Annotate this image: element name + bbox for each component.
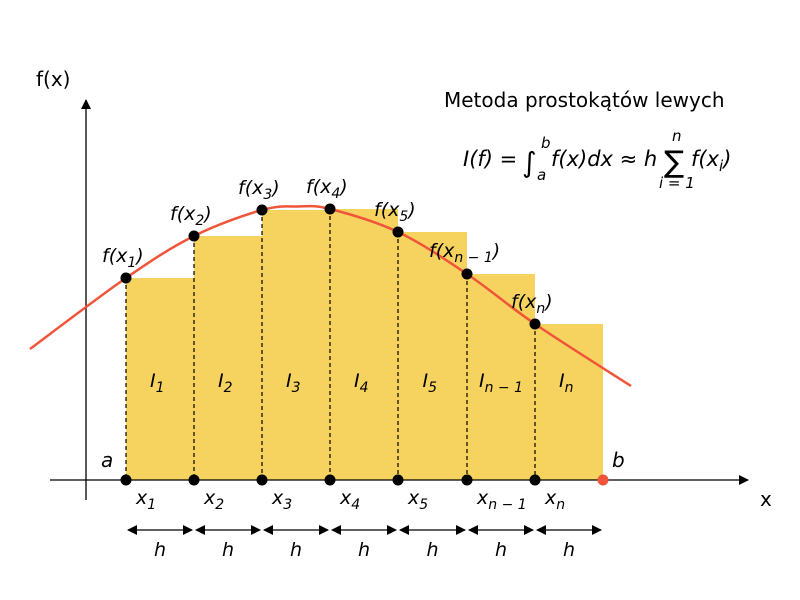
- x-node-label: x4: [339, 487, 360, 513]
- step-label: h: [427, 539, 439, 561]
- node-point: [188, 474, 200, 486]
- svg-text:a: a: [537, 166, 546, 184]
- function-curve: [29, 204, 632, 388]
- x-node-label: x5: [407, 487, 428, 513]
- x-node-label: x3: [271, 487, 292, 513]
- f-value-label: f(xn): [511, 291, 553, 317]
- interval-label: I5: [423, 370, 438, 396]
- step-label: h: [290, 539, 302, 561]
- diagram-title: Metoda prostokątów lewych: [444, 88, 725, 112]
- interval-label: In − 1: [479, 370, 523, 396]
- x-node-label: x2: [203, 487, 224, 513]
- node-point: [461, 474, 473, 486]
- rectangle-2: [194, 236, 262, 480]
- interval-label: In: [559, 370, 573, 396]
- rectangle-5: [398, 232, 467, 480]
- a-label: a: [101, 448, 113, 472]
- svg-text:∫: ∫: [522, 146, 537, 179]
- svg-text:b: b: [541, 134, 551, 152]
- x-node-label: xn − 1: [476, 487, 527, 513]
- interval-label: I1: [150, 370, 165, 396]
- step-label: h: [358, 539, 370, 561]
- step-label: h: [495, 539, 507, 561]
- node-point: [392, 474, 404, 486]
- interval-label: I3: [286, 370, 301, 396]
- function-point: [392, 226, 404, 238]
- node-point: [120, 474, 132, 486]
- svg-text:∑: ∑: [664, 145, 684, 180]
- formula: I(f) = ∫ b a f(x)dx ≈ h ∑ n i = 1 f(xi): [463, 127, 731, 192]
- step-label: h: [222, 539, 234, 561]
- rectangle-7: [535, 324, 603, 480]
- svg-text:n: n: [672, 127, 682, 145]
- svg-text:f(x)dx ≈ h: f(x)dx ≈ h: [551, 147, 657, 171]
- x-axis-label: x: [760, 487, 772, 511]
- function-point: [461, 268, 473, 280]
- interval-label: I4: [354, 370, 369, 396]
- function-point: [256, 204, 268, 216]
- svg-text:i = 1: i = 1: [659, 174, 695, 192]
- svg-text:I(f) =: I(f) =: [463, 147, 517, 171]
- f-value-label: f(xn − 1): [429, 240, 500, 266]
- y-axis-label: f(x): [36, 67, 70, 91]
- node-point: [256, 474, 268, 486]
- f-value-label: f(x5): [374, 199, 416, 225]
- f-value-label: f(x1): [102, 245, 144, 271]
- step-label: h: [154, 539, 166, 561]
- function-point: [324, 203, 336, 215]
- svg-text:f(xi): f(xi): [691, 147, 731, 175]
- node-point: [529, 474, 541, 486]
- function-point: [529, 318, 541, 330]
- b-point: [597, 474, 609, 486]
- rectangle-6: [467, 274, 535, 480]
- rectangle-3: [262, 210, 330, 480]
- node-point: [324, 474, 336, 486]
- step-label: h: [563, 539, 575, 561]
- rectangle-1: [126, 278, 194, 480]
- b-label: b: [612, 448, 625, 472]
- f-value-label: f(x2): [170, 203, 212, 229]
- f-value-label: f(x4): [306, 176, 348, 202]
- x-node-label: x1: [135, 487, 156, 513]
- f-value-label: f(x3): [238, 177, 280, 203]
- function-point: [188, 230, 200, 242]
- x-node-label: xn: [544, 487, 565, 513]
- function-point: [120, 272, 132, 284]
- rectangle-4: [330, 209, 398, 480]
- interval-label: I2: [218, 370, 233, 396]
